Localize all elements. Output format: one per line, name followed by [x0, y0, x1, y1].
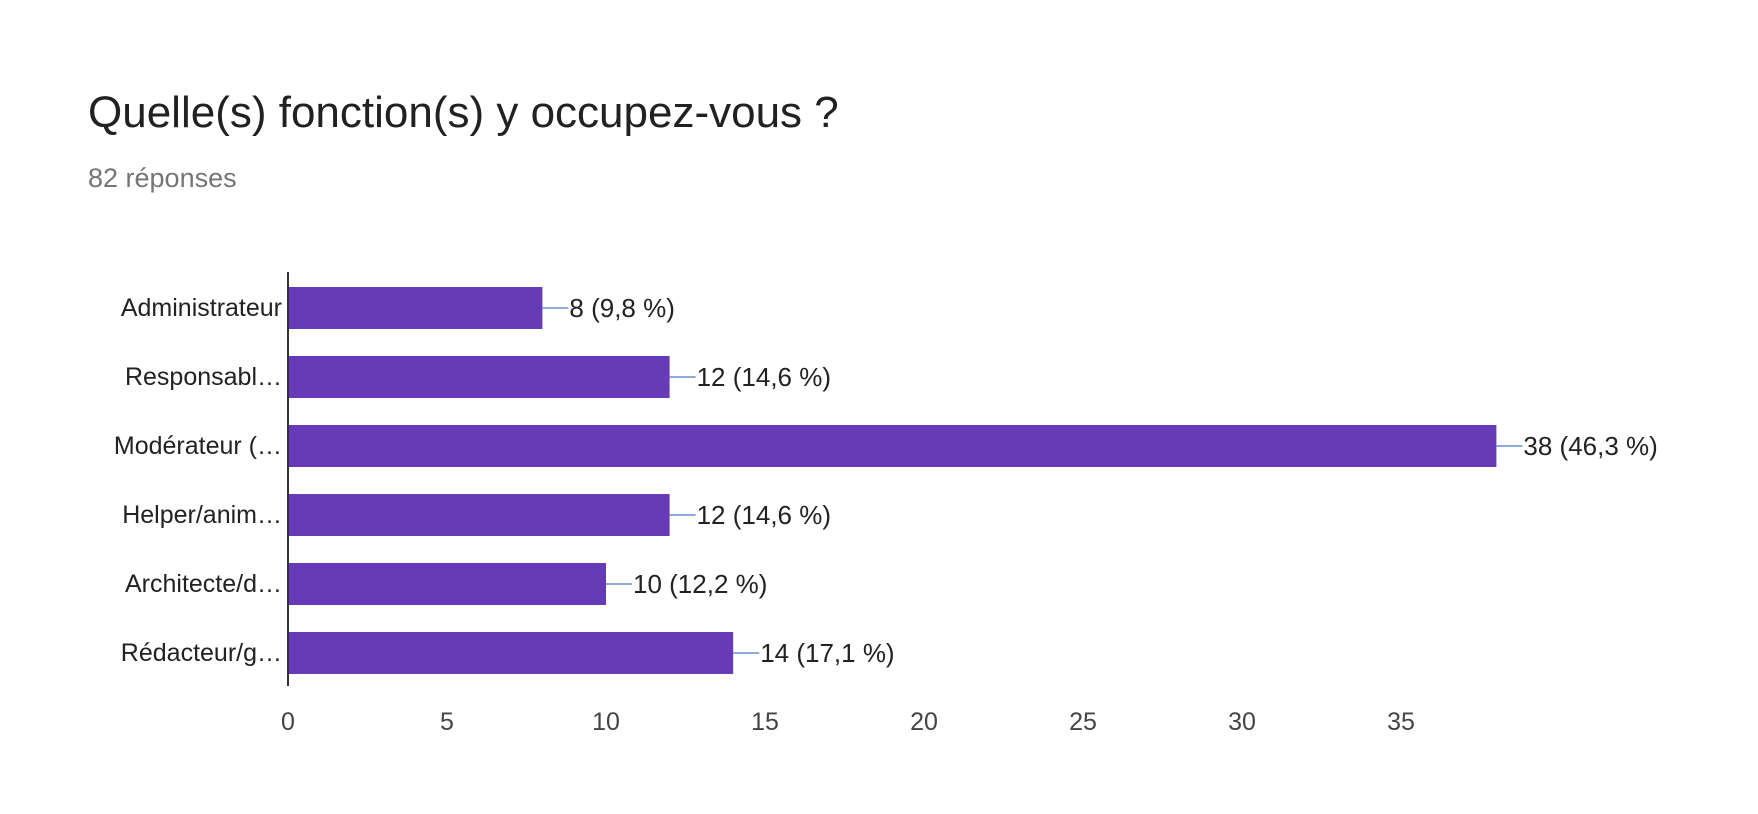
- chart-title: Quelle(s) fonction(s) y occupez-vous ?: [88, 88, 839, 137]
- x-tick-label: 10: [592, 708, 620, 736]
- data-label: 38 (46,3 %): [1523, 431, 1657, 461]
- x-tick-label: 15: [751, 708, 779, 736]
- x-tick-label: 25: [1069, 708, 1097, 736]
- x-tick-label: 30: [1228, 708, 1256, 736]
- bar[interactable]: [288, 563, 606, 605]
- x-tick-label: 5: [440, 708, 454, 736]
- x-tick-label: 35: [1387, 708, 1415, 736]
- data-label: 8 (9,8 %): [569, 293, 675, 323]
- x-tick-label: 0: [281, 708, 295, 736]
- category-label: Responsabl…: [125, 363, 282, 391]
- data-label: 12 (14,6 %): [697, 362, 831, 392]
- response-count: 82 réponses: [88, 163, 237, 193]
- x-tick-label: 20: [910, 708, 938, 736]
- bar[interactable]: [288, 356, 670, 398]
- bar[interactable]: [288, 425, 1497, 467]
- data-label: 10 (12,2 %): [633, 569, 767, 599]
- bar[interactable]: [288, 494, 670, 536]
- category-label: Architecte/d…: [125, 570, 282, 598]
- category-label: Rédacteur/g…: [121, 639, 282, 667]
- category-label: Modérateur (…: [114, 432, 282, 460]
- data-label: 14 (17,1 %): [760, 638, 894, 668]
- bar[interactable]: [288, 287, 543, 329]
- category-label: Helper/anim…: [122, 501, 282, 529]
- category-label: Administrateur: [121, 294, 282, 322]
- bar[interactable]: [288, 632, 734, 674]
- data-label: 12 (14,6 %): [697, 500, 831, 530]
